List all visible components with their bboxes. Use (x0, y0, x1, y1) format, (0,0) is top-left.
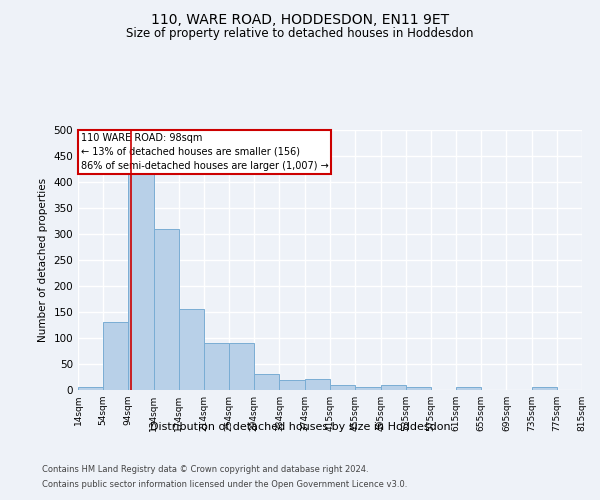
Bar (154, 229, 179, 390)
Text: 110 WARE ROAD: 98sqm
← 13% of detached houses are smaller (156)
86% of semi-deta: 110 WARE ROAD: 98sqm ← 13% of detached h… (80, 132, 328, 170)
Text: 110, WARE ROAD, HODDESDON, EN11 9ET: 110, WARE ROAD, HODDESDON, EN11 9ET (151, 12, 449, 26)
Bar (128, 174, 154, 390)
Bar (331, 385, 355, 390)
Bar (254, 374, 280, 390)
Text: Distribution of detached houses by size in Hoddesdon: Distribution of detached houses by size … (149, 422, 451, 432)
Text: Contains HM Land Registry data © Crown copyright and database right 2024.: Contains HM Land Registry data © Crown c… (42, 465, 368, 474)
Bar (78, 388, 103, 390)
Bar (280, 380, 305, 390)
Bar (305, 378, 329, 390)
Bar (532, 388, 557, 390)
Bar (355, 388, 380, 390)
Text: Contains public sector information licensed under the Open Government Licence v3: Contains public sector information licen… (42, 480, 407, 489)
Bar (406, 388, 431, 390)
Text: Size of property relative to detached houses in Hoddesdon: Size of property relative to detached ho… (126, 28, 474, 40)
Bar (204, 343, 229, 390)
Bar (103, 322, 128, 390)
Bar (229, 343, 254, 390)
Bar (456, 388, 481, 390)
Y-axis label: Number of detached properties: Number of detached properties (38, 178, 48, 342)
Bar (179, 310, 204, 390)
Bar (380, 385, 406, 390)
